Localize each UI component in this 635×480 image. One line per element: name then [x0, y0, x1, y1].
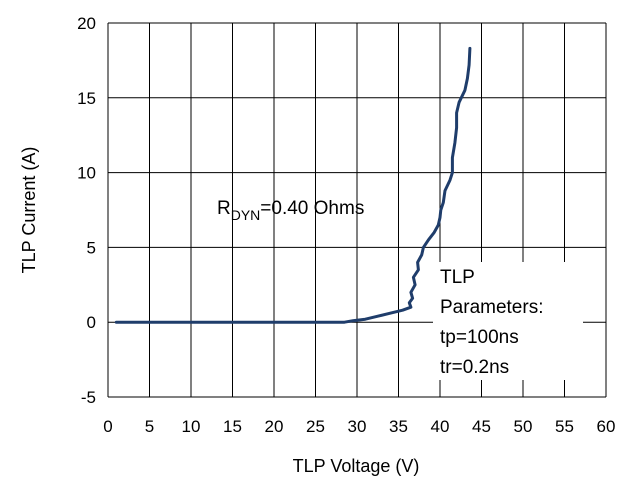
tlp-params-line-4: tr=0.2ns [440, 357, 509, 378]
x-tick-label: 0 [103, 417, 112, 436]
annotations: RDYN=0.40 Ohms TLP Parameters: tp=100ns … [217, 198, 583, 380]
x-tick-label: 60 [597, 417, 616, 436]
rdyn-suffix: =0.40 Ohms [260, 198, 364, 219]
iv-curve-line [114, 46, 472, 324]
x-tick-label: 10 [182, 417, 201, 436]
y-tick-label: 0 [87, 313, 96, 332]
x-tick-label: 40 [431, 417, 450, 436]
grid [107, 22, 607, 398]
x-tick-label: 20 [265, 417, 284, 436]
x-tick-label: 35 [389, 417, 408, 436]
axis-labels: TLP Voltage (V) TLP Current (A) 0 5 10 15 20… [19, 14, 615, 476]
y-tick-label: 15 [77, 89, 96, 108]
rdyn-subscript: DYN [231, 207, 261, 223]
y-tick-label: 5 [87, 238, 96, 257]
y-tick-label: 10 [77, 164, 96, 183]
x-tick-label: 55 [555, 417, 574, 436]
x-axis-title: TLP Voltage (V) [293, 456, 420, 476]
x-tick-label: 25 [306, 417, 325, 436]
y-axis-title: TLP Current (A) [19, 147, 39, 274]
x-tick-label: 30 [348, 417, 367, 436]
x-tick-label: 45 [472, 417, 491, 436]
rdyn-annotation: RDYN=0.40 Ohms [217, 198, 364, 223]
y-tick-label: 20 [77, 14, 96, 33]
x-tick-label: 15 [223, 417, 242, 436]
series-layer [114, 46, 472, 324]
tlp-params-line-2: Parameters: [440, 297, 543, 318]
y-tick-label: -5 [81, 388, 96, 407]
x-tick-label: 50 [514, 417, 533, 436]
x-tick-label: 5 [145, 417, 154, 436]
tlp-params-line-3: tp=100ns [440, 327, 519, 348]
rdyn-prefix: R [217, 198, 231, 219]
tlp-params-line-1: TLP [440, 267, 475, 288]
tlp-params-box [433, 262, 583, 380]
